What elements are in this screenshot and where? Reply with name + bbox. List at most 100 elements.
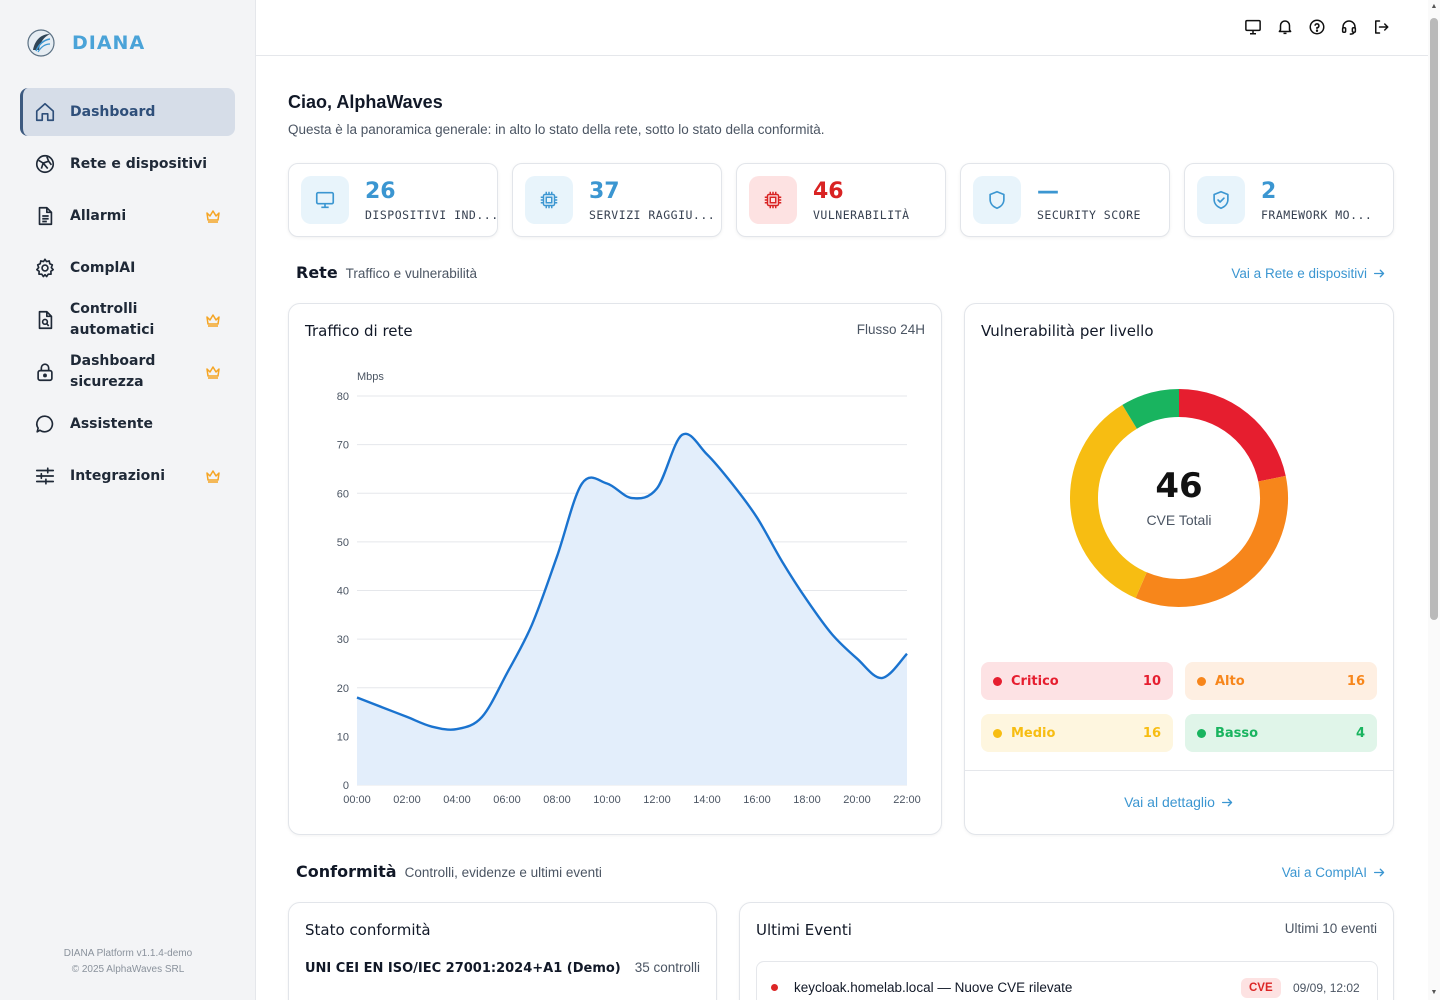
- kpi-label: FRAMEWORK MO...: [1261, 207, 1373, 222]
- severity-pill-critico[interactable]: Critico 10: [981, 662, 1173, 700]
- severity-name: Alto: [1215, 673, 1245, 689]
- sidebar-item-allarmi[interactable]: Allarmi: [20, 192, 235, 240]
- vulnerability-card: Vulnerabilità per livello 46 CVE Totali …: [964, 303, 1394, 835]
- scroll-thumb[interactable]: [1430, 18, 1438, 620]
- chat-bubble-icon: [36, 415, 54, 433]
- kpi-value: —: [1037, 178, 1059, 204]
- y-tick-label: 0: [343, 780, 349, 792]
- sidebar-item-label: Rete e dispositivi: [70, 155, 208, 172]
- severity-dot: [1197, 728, 1206, 738]
- monitor-icon[interactable]: [1244, 18, 1262, 36]
- help-icon[interactable]: [1308, 18, 1326, 36]
- sidebar-item-dashboard-sicurezza[interactable]: Dashboard sicurezza: [20, 348, 235, 396]
- chip-icon: [540, 191, 558, 209]
- crown-icon: [206, 470, 220, 483]
- y-tick-label: 20: [337, 683, 349, 695]
- x-tick-label: 06:00: [493, 794, 521, 806]
- severity-pill-medio[interactable]: Medio 16: [981, 714, 1173, 752]
- kpi-value: 2: [1261, 178, 1277, 204]
- card-title: Vulnerabilità per livello: [981, 322, 1154, 340]
- kpi-icon-box: [1197, 176, 1245, 224]
- compliance-state-card: Stato conformità UNI CEI EN ISO/IEC 2700…: [288, 902, 717, 1000]
- section-title: Conformità: [296, 862, 397, 881]
- complai-link[interactable]: Vai a ComplAI: [1282, 865, 1386, 880]
- x-tick-label: 00:00: [343, 794, 371, 806]
- shield-icon: [989, 190, 1005, 210]
- y-tick-label: 30: [337, 634, 349, 646]
- kpi-card-vulnerabilities[interactable]: 46 VULNERABILITÀ: [736, 163, 946, 237]
- sidebar-item-controlli-automatici[interactable]: Controlli automatici: [20, 296, 235, 344]
- y-tick-label: 60: [337, 488, 349, 500]
- kpi-value: 46: [813, 178, 844, 204]
- events-subtitle: Ultimi 10 eventi: [1284, 921, 1377, 936]
- kpi-label: SERVIZI RAGGIU...: [589, 207, 716, 222]
- network-link[interactable]: Vai a Rete e dispositivi: [1231, 266, 1386, 281]
- kpi-card-services[interactable]: 37 SERVIZI RAGGIU...: [512, 163, 722, 237]
- kpi-card-frameworks[interactable]: 2 FRAMEWORK MO...: [1184, 163, 1394, 237]
- headset-icon[interactable]: [1340, 18, 1358, 36]
- severity-dot: [1197, 676, 1206, 686]
- traffic-line: [356, 432, 908, 731]
- shield-check-icon: [1213, 190, 1229, 210]
- section-header-network: Rete Traffico e vulnerabilità Vai a Rete…: [296, 263, 1386, 282]
- brand[interactable]: DIANA: [26, 28, 145, 58]
- bell-icon[interactable]: [1276, 18, 1294, 36]
- scroll-down-arrow-icon[interactable]: ▼: [1430, 989, 1438, 996]
- network-link-label: Vai a Rete e dispositivi: [1231, 266, 1367, 281]
- severity-pill-basso[interactable]: Basso 4: [1185, 714, 1377, 752]
- severity-value: 16: [1142, 725, 1161, 741]
- x-tick-label: 08:00: [543, 794, 571, 806]
- sidebar-item-assistente[interactable]: Assistente: [20, 400, 235, 448]
- severity-name: Basso: [1215, 725, 1259, 741]
- gear-icon: [36, 258, 54, 278]
- x-tick-label: 12:00: [643, 794, 671, 806]
- logout-icon[interactable]: [1372, 18, 1390, 36]
- sidebar-item-rete-e-dispositivi[interactable]: Rete e dispositivi: [20, 140, 235, 188]
- document-icon: [38, 206, 53, 226]
- section-header-compliance: Conformità Controlli, evidenze e ultimi …: [296, 862, 1386, 881]
- platform-version: DIANA Platform v1.1.4-demo: [63, 948, 193, 959]
- card-title: Ultimi Eventi: [756, 921, 852, 939]
- home-icon: [35, 102, 55, 122]
- framework-row[interactable]: UNI CEI EN ISO/IEC 27001:2024+A1 (Demo) …: [305, 960, 700, 976]
- kpi-value: 26: [365, 178, 396, 204]
- x-tick-label: 10:00: [593, 794, 621, 806]
- kpi-card-security-score[interactable]: — SECURITY SCORE: [960, 163, 1170, 237]
- severity-pill-alto[interactable]: Alto 16: [1185, 662, 1377, 700]
- traffic-chart: Mbps 0 10 20 30 40 50 60 70 80 00:00 02:00 04:00 06:0…: [337, 371, 921, 806]
- severity-value: 4: [1355, 725, 1365, 741]
- crown-icon: [206, 210, 220, 223]
- page-scrollbar[interactable]: ▲ ▼: [1428, 0, 1440, 1000]
- event-item[interactable]: keycloak.homelab.local — Nuove CVE rilev…: [756, 961, 1378, 1000]
- x-tick-label: 14:00: [693, 794, 721, 806]
- scroll-up-arrow-icon[interactable]: ▲: [1430, 3, 1438, 10]
- event-time: 09/09, 12:02: [1293, 981, 1360, 995]
- y-tick-label: 80: [337, 391, 349, 403]
- vulnerability-detail-link[interactable]: Vai al dettaglio: [965, 794, 1393, 810]
- kpi-icon-box: [973, 176, 1021, 224]
- arrow-right-icon: [1373, 868, 1385, 877]
- y-tick-label: 50: [337, 537, 349, 549]
- sidebar-item-integrazioni[interactable]: Integrazioni: [20, 452, 235, 500]
- traffic-area: [357, 433, 907, 785]
- x-tick-label: 04:00: [443, 794, 471, 806]
- card-divider: [965, 770, 1393, 771]
- arrow-right-icon: [1373, 269, 1385, 278]
- kpi-icon-box: [525, 176, 573, 224]
- kpi-card-devices[interactable]: 26 DISPOSITIVI IND...: [288, 163, 498, 237]
- sidebar-item-complai[interactable]: ComplAI: [20, 244, 235, 292]
- event-tag: CVE: [1241, 978, 1281, 998]
- monitor-icon: [315, 191, 335, 209]
- y-axis-label: Mbps: [357, 371, 384, 383]
- donut-slice-alto: [1135, 475, 1288, 607]
- sidebar-item-label: Dashboard: [70, 103, 156, 120]
- lock-icon: [37, 363, 53, 382]
- severity-name: Critico: [1011, 673, 1059, 689]
- kpi-label: DISPOSITIVI IND...: [365, 207, 497, 222]
- card-title: Stato conformità: [305, 921, 431, 939]
- topbar-actions: [1244, 18, 1390, 36]
- x-tick-label: 18:00: [793, 794, 821, 806]
- severity-dot: [993, 676, 1002, 686]
- sidebar-item-dashboard[interactable]: Dashboard: [20, 88, 235, 136]
- kpi-row: 26 DISPOSITIVI IND... 37 SERVIZI RAGGIU.…: [288, 163, 1394, 237]
